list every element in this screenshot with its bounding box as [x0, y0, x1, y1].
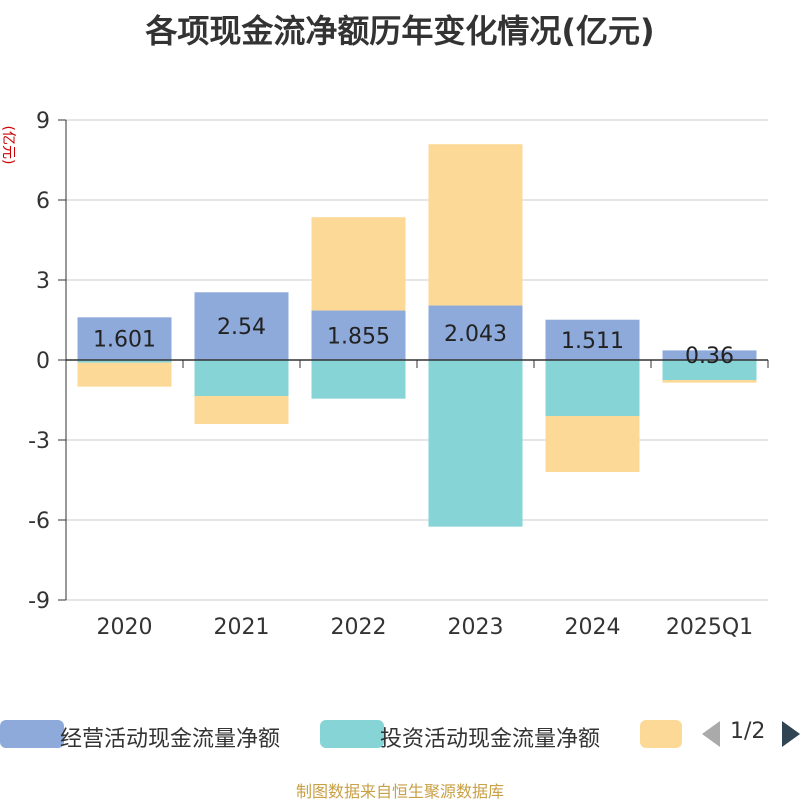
x-tick-label: 2021 — [214, 615, 270, 640]
y-tick-label: 3 — [36, 269, 50, 294]
bar-series-0-2025Q1 — [662, 350, 757, 360]
bar-series-0-2023 — [428, 305, 523, 360]
legend-swatch-financing — [640, 720, 682, 748]
bar-series-0-2020 — [77, 317, 172, 360]
bar-series-1-2021 — [194, 360, 289, 396]
bar-series-2-2025Q1 — [662, 380, 757, 383]
legend-swatch-investing — [320, 720, 384, 748]
bar-series-0-2022 — [311, 310, 406, 360]
y-axis-label: (亿元) — [0, 126, 16, 165]
bar-series-0-2021 — [194, 292, 289, 360]
bar-chart: 9 6 3 0 -3 -6 -9 (亿元) 1.601 2.54 1.855 2.043 1.511 0.… — [0, 109, 769, 640]
bar-series-1-2024 — [545, 360, 640, 416]
y-tick-label: -6 — [28, 509, 50, 534]
legend: 经营活动现金流量净额 投资活动现金流量净额 — [0, 712, 800, 756]
data-label: 1.511 — [561, 329, 624, 354]
data-label: 0.36 — [685, 344, 734, 369]
x-tick-label: 2020 — [97, 615, 153, 640]
y-tick-label: 6 — [36, 189, 50, 214]
legend-label-operating: 经营活动现金流量净额 — [60, 727, 281, 752]
bar-series-1-2025Q1 — [662, 360, 757, 380]
bar-series-1-2023 — [428, 360, 523, 527]
legend-next-page-icon[interactable] — [782, 721, 800, 747]
legend-prev-page-icon[interactable] — [702, 721, 720, 747]
bar-series-0-2024 — [545, 319, 640, 360]
x-tick-label: 2023 — [448, 615, 504, 640]
bar-series-1-2022 — [311, 360, 406, 399]
legend-label-investing: 投资活动现金流量净额 — [380, 727, 601, 752]
y-tick-label: -9 — [28, 589, 50, 614]
y-tick-label: 9 — [36, 109, 50, 134]
bar-series-2-2022 — [311, 217, 406, 311]
x-tick-label: 2024 — [565, 615, 621, 640]
data-source-footer: 制图数据来自恒生聚源数据库 — [295, 782, 504, 801]
data-label: 2.043 — [444, 322, 507, 347]
legend-swatch-operating — [0, 720, 64, 748]
chart-title: 各项现金流净额历年变化情况(亿元) — [145, 12, 655, 50]
legend-page-indicator: 1/2 — [730, 719, 766, 744]
bar-series-2-2021 — [194, 396, 289, 424]
x-tick-label: 2025Q1 — [666, 615, 753, 640]
bar-series-2-2023 — [428, 144, 523, 306]
y-tick-label: -3 — [28, 429, 50, 454]
y-tick-label: 0 — [36, 349, 50, 374]
x-tick-label: 2022 — [331, 615, 387, 640]
data-label: 1.601 — [93, 328, 156, 353]
data-label: 1.855 — [327, 324, 390, 349]
bar-series-1-2020 — [77, 360, 172, 363]
bar-series-2-2024 — [545, 416, 640, 472]
bar-series-2-2020 — [77, 362, 172, 387]
data-label: 2.54 — [217, 315, 266, 340]
